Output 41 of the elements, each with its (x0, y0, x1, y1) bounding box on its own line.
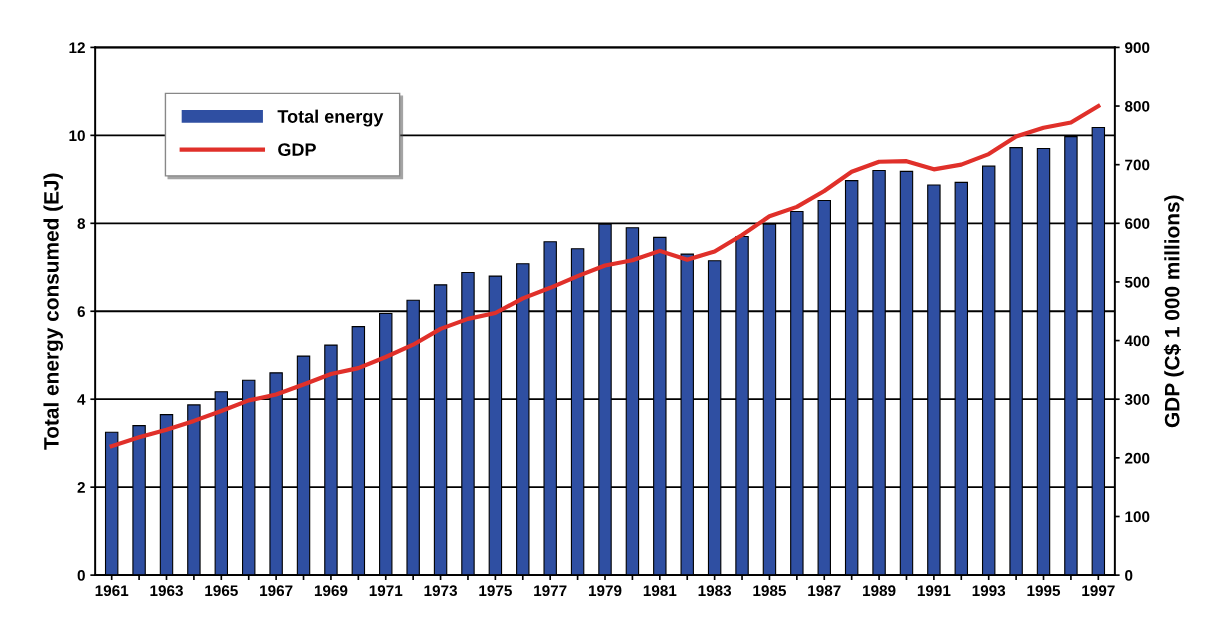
y2-tick-label: 800 (1124, 100, 1150, 112)
y-tick-label: 10 (69, 130, 85, 142)
x-tick-label: 1963 (150, 585, 183, 597)
x-tick-label: 1971 (369, 585, 403, 597)
y-tick-label: 0 (77, 569, 85, 581)
y2-tick-label: 400 (1124, 335, 1150, 347)
x-tick-label: 1995 (1027, 585, 1061, 597)
x-tick-label: 1973 (424, 585, 458, 597)
x-tick-label: 1997 (1082, 585, 1115, 597)
y-tick-label: 6 (77, 306, 85, 317)
x-tick-label: 1983 (698, 585, 732, 597)
y2-tick-label: 700 (1125, 159, 1150, 171)
y-tick-label: 8 (77, 218, 86, 229)
y2-tick-label: 900 (1125, 42, 1150, 54)
legend-label: GDP (278, 143, 316, 157)
line-series (109, 103, 1101, 449)
y-tick-label: 12 (69, 42, 85, 53)
x-tick-label: 1985 (753, 585, 787, 597)
y-tick-label: 2 (77, 482, 85, 493)
x-tick-label: 1989 (863, 585, 896, 597)
x-tick-label: 1965 (205, 585, 238, 597)
x-tick-label: 1975 (479, 585, 512, 597)
y2-tick-label: 300 (1124, 394, 1150, 405)
x-tick-label: 1979 (588, 585, 622, 597)
x-tick-label: 1993 (972, 585, 1006, 597)
x-tick-label: 1987 (808, 585, 841, 597)
x-tick-label: 1967 (260, 585, 293, 597)
x-tick-label: 1977 (534, 585, 567, 597)
y-tick-label: 4 (77, 394, 86, 405)
x-tick-label: 1991 (917, 585, 951, 597)
y2-tick-label: 200 (1125, 452, 1150, 464)
y2-tick-label: 500 (1124, 276, 1150, 288)
x-tick-label: 1981 (643, 585, 677, 597)
x-tick-label: 1969 (314, 585, 348, 597)
x-tick-label: 1961 (95, 585, 129, 597)
y2-tick-label: 600 (1125, 218, 1150, 229)
y-axis-title: Total energy consumed (EJ) (43, 173, 63, 450)
y2-axis-title: GDP (C$ 1 000 millions) (1163, 195, 1184, 428)
y2-tick-label: 100 (1125, 511, 1150, 523)
y2-tick-label: 0 (1125, 569, 1133, 581)
legend-label: Total energy (277, 109, 384, 127)
